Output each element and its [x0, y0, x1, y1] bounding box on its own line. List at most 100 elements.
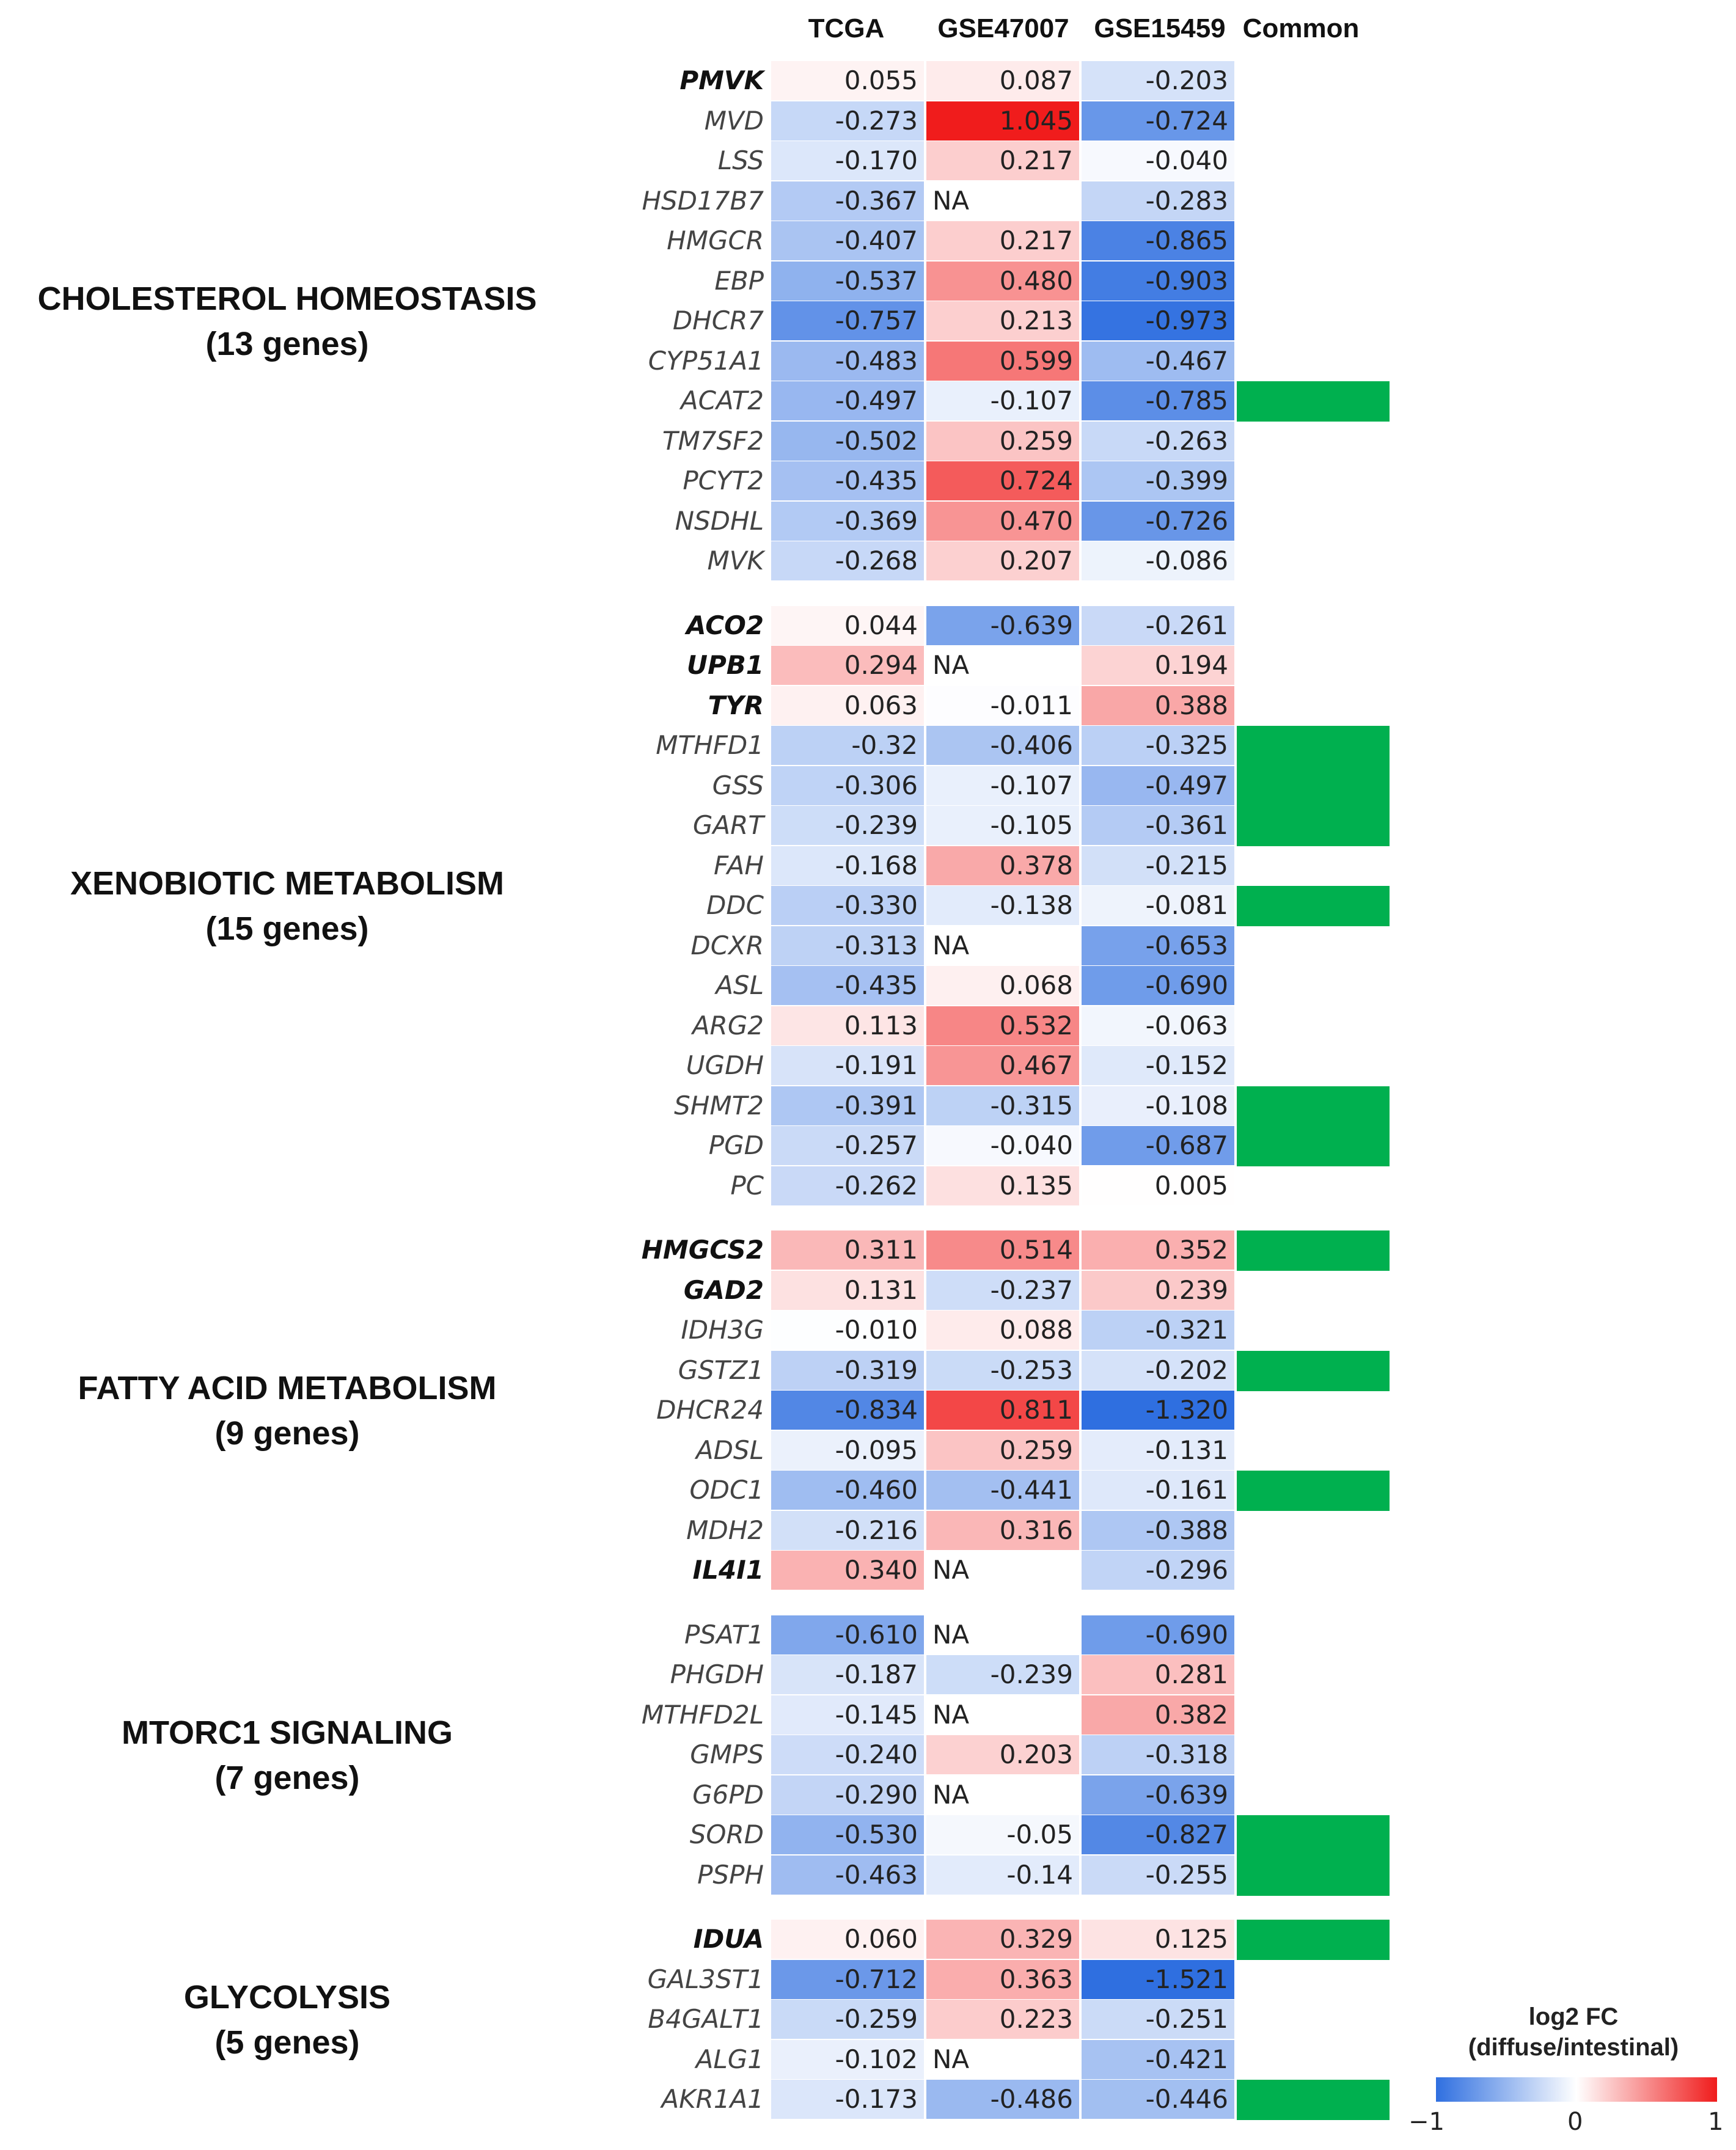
legend-tick-min: −1	[1408, 2108, 1445, 2136]
heatmap-cell-gse47007: -0.107	[926, 381, 1079, 420]
heatmap-cell-tcga: 0.044	[771, 605, 924, 645]
group-label: CHOLESTEROL HOMEOSTASIS (13 genes)	[0, 276, 574, 367]
heatmap-cell-tcga: -0.330	[771, 886, 924, 925]
heatmap-cell-tcga: -0.435	[771, 966, 924, 1005]
heatmap-cell-gse15459: 0.281	[1082, 1655, 1234, 1694]
heatmap-cell-gse47007: 0.724	[926, 461, 1079, 500]
heatmap-cell-tcga: -0.102	[771, 2039, 924, 2079]
heatmap-cell-gse15459: -0.086	[1082, 541, 1234, 580]
gene-label: MTHFD1	[656, 730, 764, 760]
heatmap-cell-tcga: -0.240	[771, 1735, 924, 1774]
gene-label: IDH3G	[681, 1315, 764, 1345]
heatmap-cell-gse15459: -0.690	[1082, 966, 1234, 1005]
heatmap-cell-gse15459: -0.467	[1082, 341, 1234, 381]
group-title: CHOLESTEROL HOMEOSTASIS	[37, 280, 537, 317]
heatmap-cell-gse15459: -0.827	[1082, 1815, 1234, 1854]
heatmap-cell-gse47007: 0.316	[926, 1510, 1079, 1550]
heatmap-cell-tcga: -0.497	[771, 381, 924, 420]
heatmap-cell-gse47007: 0.363	[926, 1959, 1079, 1999]
heatmap-cell-tcga: -0.216	[771, 1510, 924, 1550]
common-marker	[1237, 1920, 1390, 1960]
heatmap-cell-gse15459: -0.421	[1082, 2039, 1234, 2079]
heatmap-cell-tcga: -0.306	[771, 766, 924, 805]
heatmap-cell-tcga: -0.173	[771, 2080, 924, 2119]
heatmap-cell-tcga: -0.483	[771, 341, 924, 381]
heatmap-cell-gse47007: 0.811	[926, 1391, 1079, 1430]
gene-label: DHCR24	[656, 1395, 764, 1425]
common-marker	[1237, 1471, 1390, 1511]
heatmap-cell-tcga: -0.257	[771, 1126, 924, 1165]
heatmap-cell-gse15459: -0.063	[1082, 1006, 1234, 1045]
common-marker	[1237, 726, 1390, 766]
heatmap-cell-gse15459: -0.161	[1082, 1471, 1234, 1510]
common-marker	[1237, 1350, 1390, 1391]
heatmap-cell-gse15459: -0.040	[1082, 141, 1234, 180]
legend-tick-mid: 0	[1567, 2108, 1583, 2136]
gene-label: IL4I1	[692, 1555, 764, 1585]
gene-label: SHMT2	[674, 1090, 764, 1121]
heatmap-cell-gse15459: -0.321	[1082, 1311, 1234, 1350]
gene-label: FAH	[713, 850, 764, 880]
heatmap-cell-gse15459: 0.194	[1082, 646, 1234, 685]
heatmap-cell-tcga: -0.757	[771, 301, 924, 340]
heatmap-cell-gse47007: 0.532	[926, 1006, 1079, 1045]
gene-label: CYP51A1	[648, 345, 764, 376]
gene-label: HSD17B7	[642, 185, 764, 216]
heatmap-cell-tcga: -0.145	[771, 1695, 924, 1735]
heatmap-cell-gse47007: NA	[932, 1779, 970, 1810]
heatmap-cell-gse15459: -0.497	[1082, 766, 1234, 805]
common-marker	[1237, 806, 1390, 846]
gene-label: PCYT2	[683, 466, 764, 495]
heatmap-cell-tcga: -0.391	[771, 1086, 924, 1125]
heatmap-cell-gse47007: -0.138	[926, 886, 1079, 925]
heatmap-cell-gse47007: 0.217	[926, 221, 1079, 260]
gene-label: NSDHL	[675, 505, 764, 536]
heatmap-cell-gse15459: -0.202	[1082, 1350, 1234, 1390]
heatmap-cell-gse15459: -0.203	[1082, 61, 1234, 100]
gene-label: EBP	[714, 265, 764, 296]
heatmap-cell-gse15459: -0.653	[1082, 926, 1234, 965]
heatmap-cell-tcga: -0.712	[771, 1959, 924, 1999]
heatmap-cell-gse47007: 1.045	[926, 101, 1079, 141]
heatmap-cell-gse15459: -0.690	[1082, 1615, 1234, 1655]
heatmap-cell-gse15459: -0.361	[1082, 806, 1234, 845]
gene-label: HMGCS2	[641, 1235, 764, 1265]
gene-label: HMGCR	[667, 225, 764, 255]
gene-label: MDH2	[686, 1515, 764, 1545]
heatmap-cell-gse15459: -0.152	[1082, 1046, 1234, 1085]
heatmap-cell-gse47007: 0.087	[926, 61, 1079, 100]
heatmap-cell-gse47007: -0.486	[926, 2080, 1079, 2119]
gene-label: LSS	[717, 145, 764, 175]
gene-label: ARG2	[692, 1010, 764, 1040]
heatmap-cell-gse47007: -0.040	[926, 1126, 1079, 1165]
gene-label: PHGDH	[670, 1659, 764, 1689]
heatmap-cell-gse47007: 0.259	[926, 421, 1079, 461]
gene-label: ADSL	[695, 1435, 764, 1465]
heatmap-cell-gse15459: -0.446	[1082, 2080, 1234, 2119]
heatmap-cell-tcga: -0.239	[771, 806, 924, 845]
heatmap-cell-tcga: 0.060	[771, 1920, 924, 1959]
gene-label: GAL3ST1	[647, 1964, 764, 1994]
heatmap-cell-gse47007: NA	[932, 185, 970, 216]
heatmap-cell-tcga: 0.131	[771, 1270, 924, 1310]
common-marker	[1237, 1855, 1390, 1896]
gene-label: ALG1	[695, 2044, 764, 2074]
group-label: GLYCOLYSIS (5 genes)	[0, 1975, 574, 2065]
heatmap-cell-gse47007: -0.406	[926, 726, 1079, 765]
gene-label: GMPS	[690, 1739, 764, 1769]
group-label: FATTY ACID METABOLISM (9 genes)	[0, 1366, 574, 1456]
heatmap-cell-gse47007: 0.223	[926, 2000, 1079, 2039]
common-marker	[1237, 1086, 1390, 1127]
heatmap-cell-tcga: -0.170	[771, 141, 924, 180]
heatmap-cell-gse47007: -0.14	[926, 1855, 1079, 1895]
gene-label: G6PD	[692, 1779, 764, 1810]
heatmap-cell-gse15459: -0.318	[1082, 1735, 1234, 1774]
heatmap-cell-gse15459: -0.726	[1082, 501, 1234, 541]
heatmap-cell-tcga: -0.095	[771, 1430, 924, 1470]
common-marker	[1237, 1126, 1390, 1166]
heatmap-cell-tcga: 0.063	[771, 686, 924, 725]
gene-label: ACAT2	[680, 386, 764, 415]
heatmap-cell-gse47007: 0.135	[926, 1166, 1079, 1205]
heatmap-cell-gse15459: 0.239	[1082, 1270, 1234, 1310]
heatmap-cell-gse15459: 0.382	[1082, 1695, 1234, 1735]
